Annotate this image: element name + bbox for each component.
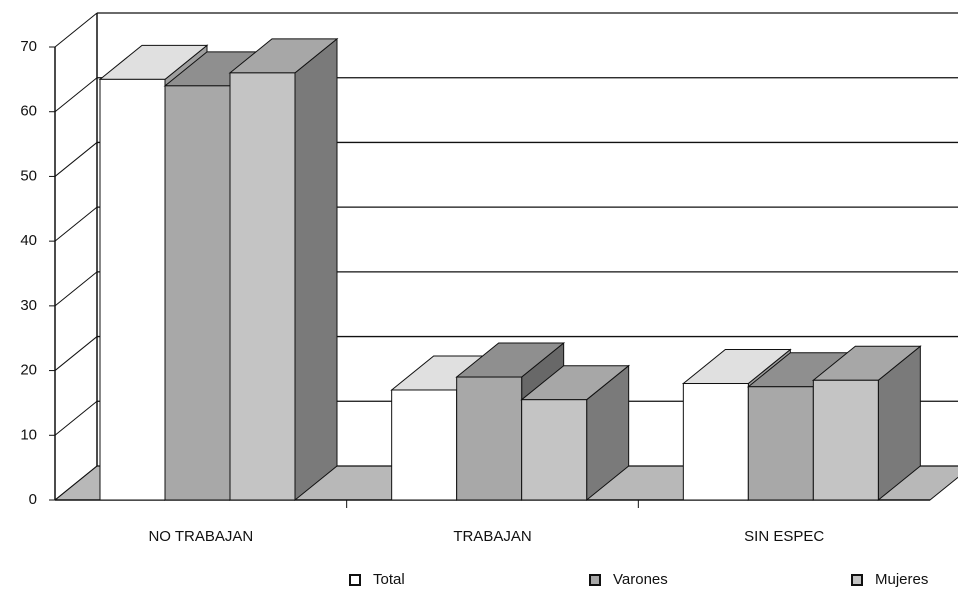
wall-line: [54, 206, 98, 242]
y-tick-label: 60: [20, 103, 37, 120]
wall-line: [54, 465, 98, 501]
legend-label: Mujeres: [875, 571, 928, 588]
bar: [682, 383, 749, 501]
x-tick-label: SIN ESPEC: [744, 528, 824, 545]
bar: [812, 379, 879, 501]
legend-label: Varones: [613, 571, 668, 588]
y-tick-label: 70: [20, 38, 37, 55]
y-tick-label: 10: [20, 426, 37, 443]
y-tick-label: 30: [20, 297, 37, 314]
wall-line: [54, 77, 98, 113]
legend-swatch: [851, 574, 863, 586]
x-tick-label: TRABAJAN: [453, 528, 531, 545]
bar: [747, 386, 814, 501]
y-tick-label: 20: [20, 362, 37, 379]
wall-line: [54, 336, 98, 371]
x-tick-label: NO TRABAJAN: [148, 528, 253, 545]
bar: [391, 389, 458, 501]
legend-swatch: [349, 574, 361, 586]
y-tick-label: 0: [29, 491, 37, 508]
bar: [229, 72, 296, 501]
bar: [99, 78, 166, 501]
wall-line: [54, 12, 98, 48]
bar: [456, 376, 523, 501]
legend-swatch: [589, 574, 601, 586]
wall-line: [54, 142, 98, 177]
bar: [164, 85, 231, 501]
wall-line: [54, 271, 98, 307]
y-tick-label: 50: [20, 167, 37, 184]
bar-side: [294, 37, 338, 502]
bar: [521, 399, 588, 501]
y-tick-label: 40: [20, 232, 37, 249]
wall-line: [54, 400, 98, 436]
legend-label: Total: [373, 571, 405, 588]
